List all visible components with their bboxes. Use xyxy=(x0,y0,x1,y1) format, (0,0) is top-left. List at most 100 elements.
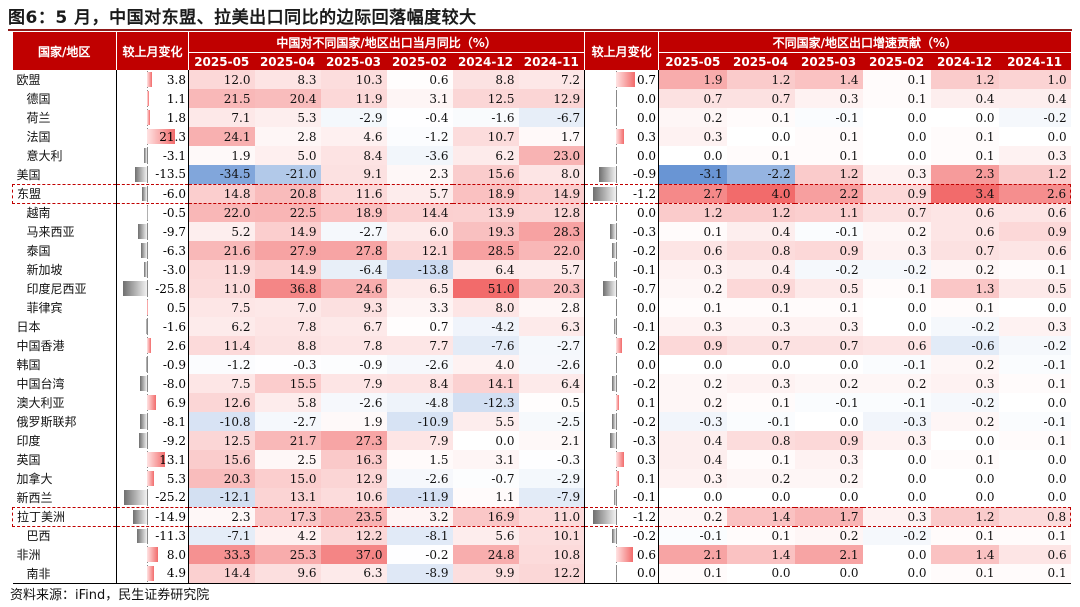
region-name: 东盟 xyxy=(12,183,117,204)
contrib-cell: -0.3 xyxy=(862,412,931,431)
mom-bar xyxy=(612,528,617,543)
contrib-cell: 0.6 xyxy=(998,545,1071,564)
contrib-cell: 0.5 xyxy=(998,279,1071,298)
bar-axis xyxy=(616,527,618,544)
table-row: 印度尼西亚 -25.8 11.0 36.8 24.6 6.5 51.0 20.3 -0.7 0.2… xyxy=(13,279,1071,298)
yoy-cell: 10.8 xyxy=(518,545,585,564)
source-note: 资料来源：iFind，民生证券研究院 xyxy=(10,588,210,603)
region-name: 印度 xyxy=(16,434,41,448)
bar-axis xyxy=(147,356,149,373)
bar-axis xyxy=(147,375,149,392)
contrib-cell: 0.7 xyxy=(930,241,999,260)
mom-yoy-cell: 0.5 xyxy=(116,298,189,317)
mom-bar xyxy=(147,300,148,315)
mom-value: -1.2 xyxy=(632,509,657,524)
mom-value: 0.0 xyxy=(636,357,657,372)
yoy-cell: 8.4 xyxy=(320,146,387,165)
contrib-cell: 0.0 xyxy=(930,469,999,488)
bar-axis xyxy=(147,527,149,544)
yoy-cell: -2.5 xyxy=(518,412,585,431)
contrib-cell: -0.1 xyxy=(998,355,1071,374)
contrib-cell: 0.2 xyxy=(658,374,727,393)
contrib-cell: 0.3 xyxy=(726,374,795,393)
region-name: 韩国 xyxy=(16,358,41,372)
mom-bar xyxy=(147,91,149,106)
yoy-cell: 6.7 xyxy=(320,317,387,336)
mom-value: -6.0 xyxy=(162,186,186,201)
contrib-cell: -0.1 xyxy=(862,393,931,412)
header-contrib-month-2024-12: 2024-12 xyxy=(930,52,999,70)
region-name: 巴西 xyxy=(26,529,51,544)
yoy-cell: 13.9 xyxy=(452,203,519,222)
table-row: 巴西 -11.3 -7.1 4.2 12.2 -8.1 5.6 10.1 -0.2 -0.1 0.1… xyxy=(13,526,1071,545)
contrib-cell: -0.2 xyxy=(930,393,999,412)
yoy-cell: 7.8 xyxy=(254,317,321,336)
export-table: 国家/地区 较上月变化 中国对不同国家/地区出口当月同比（%） 较上月变化 不同… xyxy=(12,32,1072,584)
contrib-cell: -2.2 xyxy=(726,165,795,184)
contrib-cell: 0.9 xyxy=(862,183,931,204)
yoy-cell: 6.4 xyxy=(452,260,519,279)
mom-bar xyxy=(616,338,622,353)
yoy-cell: 10.6 xyxy=(320,488,387,507)
mom-bar xyxy=(614,490,617,505)
contrib-cell: 0.2 xyxy=(658,506,727,527)
region-name: 法国 xyxy=(26,130,51,144)
contrib-cell: 0.1 xyxy=(658,564,727,584)
contrib-cell: 0.1 xyxy=(794,146,863,165)
yoy-cell: 14.4 xyxy=(386,203,453,222)
mom-yoy-cell: -13.5 xyxy=(116,165,189,184)
yoy-cell: 1.1 xyxy=(452,488,519,507)
mom-value: 0.6 xyxy=(636,547,657,562)
contrib-cell: 2.1 xyxy=(794,545,863,564)
contrib-cell: -0.2 xyxy=(794,260,863,279)
yoy-cell: 11.9 xyxy=(320,89,387,108)
yoy-cell: 28.5 xyxy=(452,241,519,260)
contrib-cell: 0.7 xyxy=(726,336,795,355)
mom-bar xyxy=(147,547,158,562)
contrib-cell: 0.2 xyxy=(658,279,727,298)
yoy-cell: 0.0 xyxy=(452,431,519,450)
yoy-cell: -2.6 xyxy=(518,355,585,374)
table-row: 印度 -9.2 12.5 21.7 27.3 7.9 0.0 2.1 -0.3 0.4 0.8 0.9… xyxy=(13,431,1071,450)
contrib-cell: -0.2 xyxy=(862,526,931,545)
contrib-cell: 0.0 xyxy=(794,412,863,431)
yoy-cell: 1.5 xyxy=(386,450,453,469)
yoy-cell: 7.2 xyxy=(518,70,585,89)
yoy-cell: 15.5 xyxy=(254,374,321,393)
mom-yoy-cell: 6.9 xyxy=(116,393,189,412)
contrib-cell: 0.3 xyxy=(998,317,1071,336)
mom-contrib-cell: 0.0 xyxy=(584,298,659,317)
contrib-cell: 0.0 xyxy=(998,298,1071,317)
contrib-cell: 0.1 xyxy=(930,298,999,317)
bar-axis xyxy=(616,508,618,525)
yoy-cell: 24.8 xyxy=(452,545,519,564)
mom-contrib-cell: -0.2 xyxy=(584,241,659,260)
contrib-cell: 0.0 xyxy=(726,127,795,146)
yoy-cell: -8.9 xyxy=(386,564,453,584)
yoy-cell: 15.6 xyxy=(452,165,519,184)
bar-axis xyxy=(616,204,618,221)
bar-axis xyxy=(147,432,149,449)
yoy-cell: 6.5 xyxy=(386,279,453,298)
yoy-cell: 3.1 xyxy=(386,89,453,108)
mom-bar xyxy=(138,224,148,239)
mom-yoy-cell: -9.7 xyxy=(116,222,189,241)
contrib-cell: 0.2 xyxy=(862,222,931,241)
mom-value: -0.1 xyxy=(632,262,657,277)
mom-contrib-cell: -0.3 xyxy=(584,431,659,450)
contrib-cell: 0.3 xyxy=(658,260,727,279)
contrib-cell: 2.6 xyxy=(998,183,1072,204)
yoy-cell: 1.9 xyxy=(320,412,387,431)
mom-value: 4.9 xyxy=(166,566,186,581)
bar-axis xyxy=(616,223,618,240)
mom-yoy-cell: 4.9 xyxy=(116,564,189,584)
yoy-cell: -7.6 xyxy=(452,336,519,355)
contrib-cell: 0.6 xyxy=(862,336,931,355)
figure-title: 图6：5 月，中国对东盟、拉美出口同比的边际回落幅度较大 xyxy=(8,8,477,28)
table-row: 法国 21.3 24.1 2.8 4.6 -1.2 10.7 1.7 0.3 0.3 0.0 0.1 0… xyxy=(13,127,1071,146)
mom-value: 0.0 xyxy=(636,205,657,220)
mom-value: 0.3 xyxy=(636,452,657,467)
mom-bar xyxy=(616,72,636,87)
yoy-cell: 4.6 xyxy=(320,127,387,146)
contrib-cell: 0.0 xyxy=(998,393,1071,412)
